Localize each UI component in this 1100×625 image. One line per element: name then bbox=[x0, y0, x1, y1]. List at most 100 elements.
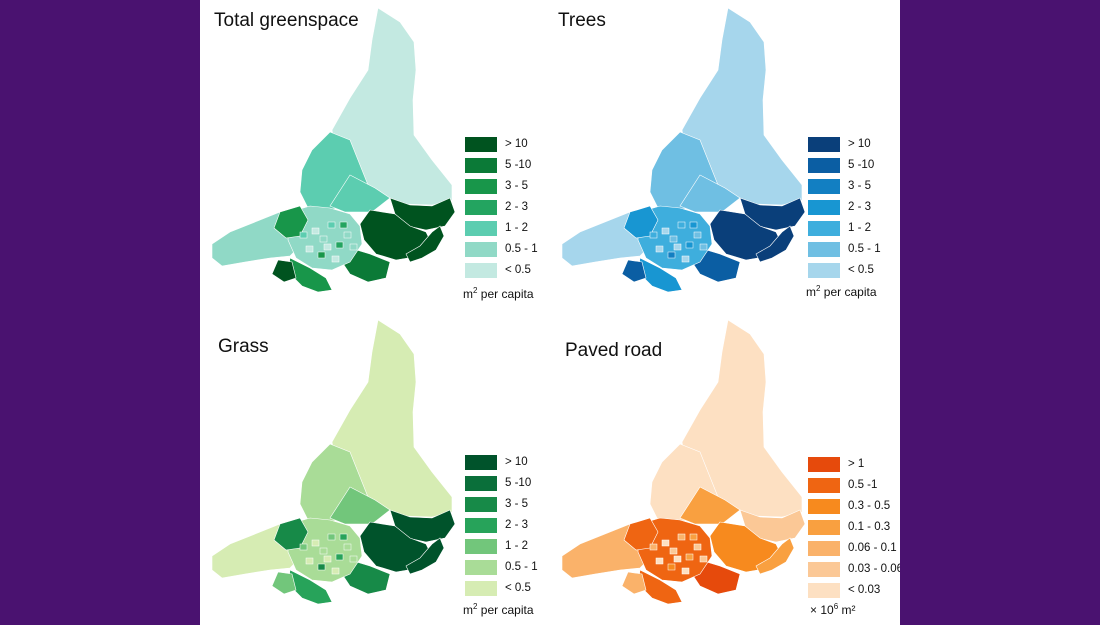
map-district bbox=[311, 227, 320, 235]
choropleth-map bbox=[211, 7, 456, 293]
map-district bbox=[305, 245, 314, 253]
unit-superscript: 2 bbox=[473, 286, 478, 295]
unit-superscript: 2 bbox=[816, 284, 821, 293]
map-district bbox=[349, 243, 358, 251]
map-district bbox=[693, 543, 702, 551]
map-region-far-south bbox=[621, 571, 647, 595]
legend-swatch bbox=[808, 520, 840, 535]
map-district bbox=[339, 221, 348, 229]
legend-unit: × 106 m² bbox=[810, 602, 855, 617]
panel-paved-road: Paved road > 1 0.5 -1 0.3 - 0.5 0.1 - 0.3 0.… bbox=[550, 312, 900, 624]
map-district bbox=[311, 539, 320, 547]
choropleth-map bbox=[561, 7, 806, 293]
map-district bbox=[305, 557, 314, 565]
map-district bbox=[299, 231, 308, 239]
map-region-east-spur bbox=[405, 537, 445, 575]
legend-swatch bbox=[808, 562, 840, 577]
legend-swatch bbox=[808, 478, 840, 493]
map-region-north-lobe bbox=[331, 7, 453, 206]
map-district bbox=[331, 255, 340, 263]
legend-label: 3 - 5 bbox=[505, 498, 529, 510]
panel-title: Paved road bbox=[565, 340, 663, 361]
legend-label: 0.5 - 1 bbox=[505, 561, 538, 573]
map-district bbox=[689, 533, 698, 541]
legend-label: 0.3 - 0.5 bbox=[848, 500, 891, 512]
legend-label: 0.1 - 0.3 bbox=[848, 521, 891, 533]
legend-label: 0.03 - 0.06 bbox=[848, 563, 900, 575]
legend-label: 1 - 2 bbox=[848, 222, 872, 234]
map-district bbox=[343, 231, 352, 239]
legend-swatch bbox=[465, 158, 497, 173]
unit-prefix: × 10 bbox=[810, 603, 834, 617]
map-district bbox=[689, 221, 698, 229]
map-district bbox=[693, 231, 702, 239]
legend-label: 5 -10 bbox=[848, 159, 875, 171]
legend-swatch bbox=[465, 200, 497, 215]
map-region-north-lobe bbox=[331, 319, 453, 518]
map-district bbox=[327, 533, 336, 541]
map-district bbox=[667, 251, 676, 259]
legend-swatch bbox=[808, 179, 840, 194]
map-district bbox=[655, 245, 664, 253]
map-region-far-south bbox=[271, 259, 297, 283]
legend-swatch bbox=[808, 137, 840, 152]
unit-suffix: per capita bbox=[477, 603, 534, 617]
legend-label: 1 - 2 bbox=[505, 222, 529, 234]
legend-label: > 1 bbox=[848, 458, 865, 470]
map-district bbox=[349, 555, 358, 563]
map-district bbox=[649, 231, 658, 239]
map-district bbox=[339, 533, 348, 541]
legend-label: < 0.5 bbox=[505, 264, 531, 276]
panel-title: Grass bbox=[218, 336, 269, 357]
legend-label: < 0.5 bbox=[848, 264, 874, 276]
legend-swatch bbox=[808, 457, 840, 472]
map-district bbox=[649, 543, 658, 551]
legend-label: < 0.03 bbox=[848, 584, 881, 596]
map-district bbox=[323, 555, 332, 563]
map-district bbox=[677, 221, 686, 229]
map-district bbox=[319, 235, 328, 243]
legend-label: 5 -10 bbox=[505, 477, 532, 489]
legend-swatch bbox=[808, 583, 840, 598]
legend-swatch bbox=[808, 242, 840, 257]
unit-suffix: per capita bbox=[477, 287, 534, 301]
map-district bbox=[677, 533, 686, 541]
map-region-north-lobe bbox=[681, 7, 803, 206]
legend-label: 0.5 - 1 bbox=[848, 243, 881, 255]
map-region-east-spur bbox=[755, 225, 795, 263]
map-district bbox=[681, 567, 690, 575]
map-district bbox=[331, 567, 340, 575]
legend-swatch bbox=[465, 539, 497, 554]
map-district bbox=[327, 221, 336, 229]
legend-swatch bbox=[465, 518, 497, 533]
map-district bbox=[323, 243, 332, 251]
map-district bbox=[673, 555, 682, 563]
panel-total-greenspace: Total greenspace > 10 5 -10 3 - 5 2 - 3 1 - … bbox=[200, 0, 550, 312]
legend-swatch bbox=[465, 455, 497, 470]
unit-suffix: m² bbox=[838, 603, 856, 617]
legend-swatch bbox=[808, 200, 840, 215]
map-region-east-spur bbox=[405, 225, 445, 263]
legend-label: 2 - 3 bbox=[505, 201, 529, 213]
legend-label: 1 - 2 bbox=[505, 540, 529, 552]
legend-swatch bbox=[465, 476, 497, 491]
unit-superscript: 2 bbox=[473, 602, 478, 611]
unit-prefix: m bbox=[806, 285, 816, 299]
legend-swatch bbox=[465, 242, 497, 257]
legend-label: 0.5 - 1 bbox=[505, 243, 538, 255]
legend-label: > 10 bbox=[505, 138, 528, 150]
legend-swatch bbox=[465, 137, 497, 152]
panel-title: Trees bbox=[558, 10, 606, 31]
unit-superscript: 6 bbox=[833, 602, 839, 611]
map-district bbox=[669, 547, 678, 555]
panel-title: Total greenspace bbox=[214, 10, 359, 31]
legend-swatch bbox=[465, 263, 497, 278]
legend-swatch bbox=[465, 497, 497, 512]
unit-suffix: per capita bbox=[820, 285, 877, 299]
map-region-far-south bbox=[621, 259, 647, 283]
map-district bbox=[661, 539, 670, 547]
legend-label: 3 - 5 bbox=[505, 180, 529, 192]
legend-unit: m2 per capita bbox=[806, 284, 877, 299]
map-district bbox=[299, 543, 308, 551]
legend-label: 3 - 5 bbox=[848, 180, 872, 192]
